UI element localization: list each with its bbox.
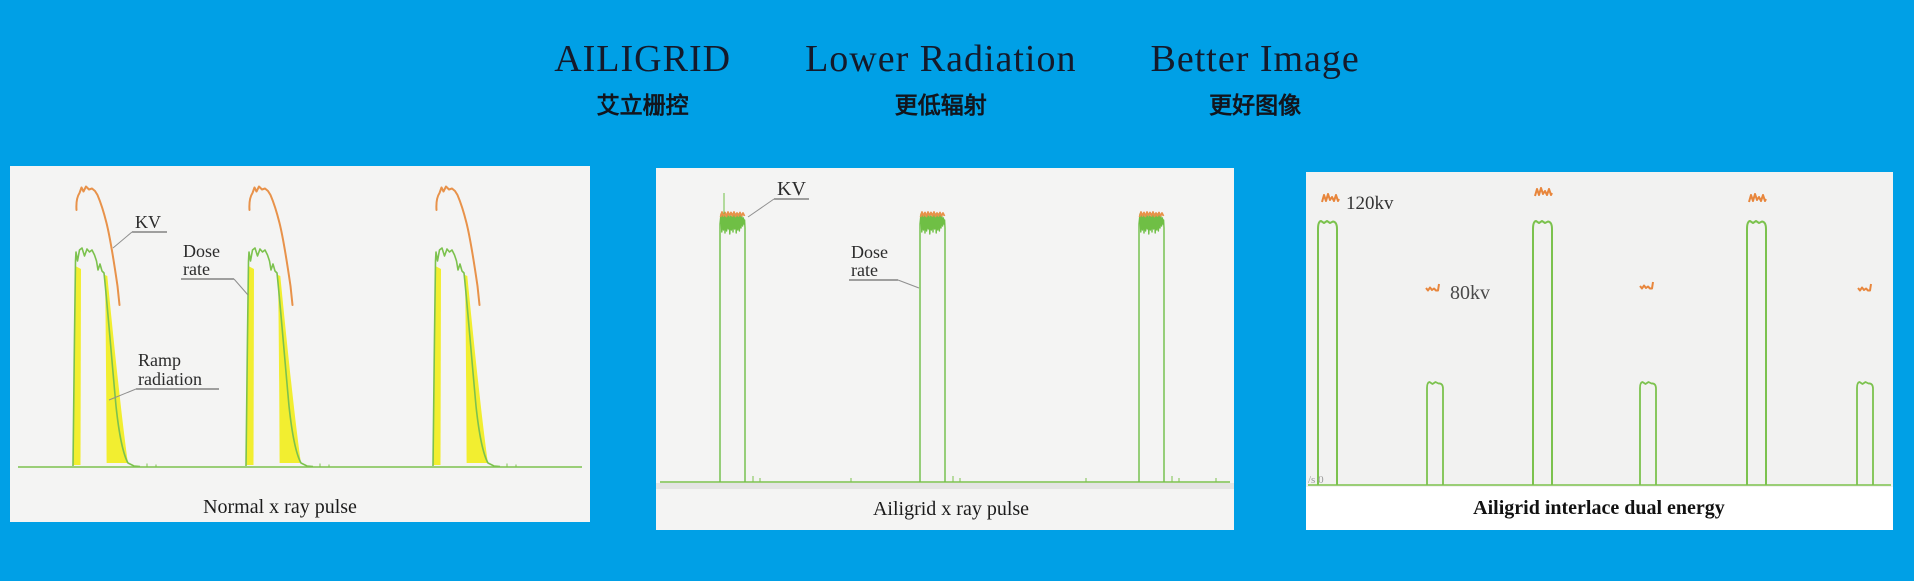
- label-leader-line: [112, 231, 133, 249]
- label-leader-line: [747, 198, 775, 218]
- normal-pulse-panel: KV Dose rate Ramp radiation Normal x ray…: [10, 166, 590, 522]
- brand-subtitle-cn: 艾立栅控: [596, 93, 689, 119]
- dose-rate-label: rate: [183, 259, 210, 279]
- baseline-shadow: [656, 483, 1234, 489]
- dual-energy-chart: 120kv 80kv /s 0 Ailigrid interlace dual …: [1306, 187, 1893, 530]
- baseline-ticks: [752, 476, 1217, 482]
- brand-title: AILIGRID: [554, 38, 732, 80]
- marker-120kv-2: [1534, 187, 1553, 197]
- dose-rate-label: rate: [851, 260, 878, 280]
- kv-label: KV: [777, 178, 806, 200]
- marker-120kv-3: [1748, 193, 1767, 203]
- header-col-better-image: Better Image 更好图像: [1151, 40, 1360, 118]
- pulse-1: [719, 211, 746, 483]
- tall-pulse-1: [1317, 220, 1338, 486]
- label-leader-line: [233, 278, 249, 296]
- better-image-title: Better Image: [1150, 38, 1360, 80]
- pulse-3: [1138, 211, 1165, 483]
- marker-80kv-2: [1639, 281, 1654, 290]
- header-col-lower-radiation: Lower Radiation 更低辐射: [805, 40, 1076, 118]
- short-pulse-2: [1639, 381, 1657, 486]
- kv-label: KV: [135, 212, 161, 232]
- marker-80kv-3: [1857, 283, 1872, 292]
- label-leader-line: [108, 388, 137, 401]
- tall-pulse-2: [1532, 220, 1553, 486]
- marker-120kv-1: [1321, 193, 1340, 203]
- scale-note: /s 0: [1308, 474, 1324, 486]
- ramp-radiation-label: radiation: [138, 369, 202, 389]
- better-image-subtitle-cn: 更好图像: [1209, 93, 1302, 119]
- dual-energy-panel: 120kv 80kv /s 0 Ailigrid interlace dual …: [1306, 172, 1893, 530]
- ailigrid-pulse-chart: KV Dose rate Ailigrid x ray pulse: [656, 178, 1234, 520]
- label-120kv: 120kv: [1346, 193, 1394, 214]
- pulse-2: [245, 185, 330, 468]
- chart-caption: Normal x ray pulse: [203, 496, 357, 518]
- pulse-3: [432, 185, 517, 468]
- short-pulse-3: [1856, 381, 1874, 486]
- normal-pulse-chart: KV Dose rate Ramp radiation Normal x ray…: [18, 185, 582, 518]
- chart-caption: Ailigrid x ray pulse: [873, 498, 1029, 520]
- lower-radiation-title: Lower Radiation: [805, 38, 1077, 80]
- chart-caption: Ailigrid interlace dual energy: [1473, 497, 1725, 519]
- pulse-2: [919, 211, 946, 483]
- dose-rate-label: Dose: [851, 242, 888, 262]
- marker-80kv-1: [1425, 283, 1440, 292]
- short-pulse-1: [1426, 381, 1444, 486]
- label-leader-line: [897, 279, 920, 289]
- header-col-ailigrid: AILIGRID 艾立栅控: [554, 40, 731, 118]
- lower-radiation-subtitle-cn: 更低辐射: [894, 93, 987, 119]
- dose-rate-label: Dose: [183, 241, 220, 261]
- ailigrid-pulse-panel: KV Dose rate Ailigrid x ray pulse: [656, 168, 1234, 530]
- tall-pulse-3: [1746, 220, 1767, 486]
- label-80kv: 80kv: [1450, 282, 1490, 304]
- caption-band: [1306, 487, 1893, 530]
- ramp-radiation-label: Ramp: [138, 350, 181, 370]
- header: AILIGRID 艾立栅控 Lower Radiation 更低辐射 Bette…: [0, 40, 1914, 118]
